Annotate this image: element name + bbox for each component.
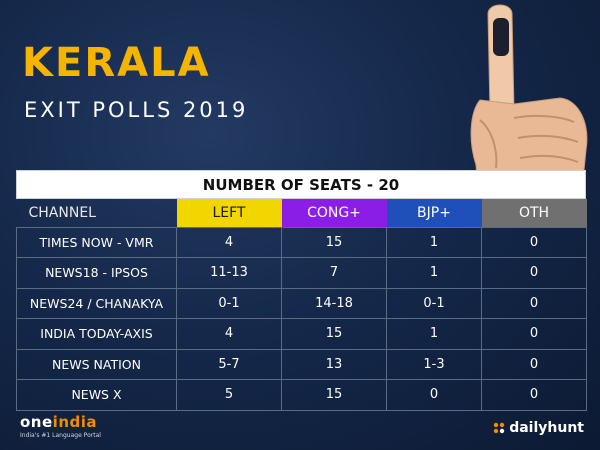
left-cell: 5-7 <box>176 348 282 380</box>
oth-cell: 0 <box>481 348 587 380</box>
oneindia-wordmark-main: one <box>20 413 53 431</box>
bjp-cell: 1-3 <box>386 348 482 380</box>
oneindia-wordmark-accent: india <box>52 413 97 431</box>
cong-cell: 14-18 <box>281 287 387 319</box>
bjp-cell: 1 <box>386 318 482 350</box>
column-header-left: LEFT <box>176 199 282 227</box>
oth-cell: 0 <box>481 318 587 350</box>
exit-poll-table: NUMBER OF SEATS - 20 CHANNEL LEFT CONG+ … <box>16 170 587 411</box>
left-cell: 4 <box>176 226 282 258</box>
bjp-cell: 1 <box>386 257 482 289</box>
bjp-cell: 1 <box>386 226 482 258</box>
oth-cell: 0 <box>481 379 587 411</box>
channel-cell: NEWS18 - IPSOS <box>16 257 177 289</box>
oneindia-tagline: India's #1 Language Portal <box>20 432 101 439</box>
channel-cell: TIMES NOW - VMR <box>16 226 177 258</box>
cong-cell: 13 <box>281 348 387 380</box>
left-cell: 11-13 <box>176 257 282 289</box>
left-cell: 4 <box>176 318 282 350</box>
cong-cell: 15 <box>281 379 387 411</box>
bjp-cell: 0-1 <box>386 287 482 319</box>
oneindia-logo: oneindia India's #1 Language Portal <box>20 413 101 439</box>
dailyhunt-logo: dailyhunt <box>493 420 584 436</box>
page-subtitle: EXIT POLLS 2019 <box>24 98 249 122</box>
table-row: NEWS24 / CHANAKYA 0-1 14-18 0-1 0 <box>16 287 587 319</box>
table-row: INDIA TODAY-AXIS 4 15 1 0 <box>16 318 587 350</box>
table-row: NEWS X 5 15 0 0 <box>16 379 587 411</box>
oth-cell: 0 <box>481 226 587 258</box>
oth-cell: 0 <box>481 287 587 319</box>
column-header-channel: CHANNEL <box>28 204 96 221</box>
dailyhunt-wordmark: dailyhunt <box>509 420 584 436</box>
bjp-cell: 0 <box>386 379 482 411</box>
channel-cell: NEWS NATION <box>16 348 177 380</box>
channel-cell: INDIA TODAY-AXIS <box>16 318 177 350</box>
cong-cell: 15 <box>281 226 387 258</box>
table-row: TIMES NOW - VMR 4 15 1 0 <box>16 226 587 258</box>
channel-cell: NEWS X <box>16 379 177 411</box>
dailyhunt-dots-icon <box>494 422 505 434</box>
left-cell: 0-1 <box>176 287 282 319</box>
cong-cell: 7 <box>281 257 387 289</box>
column-header-bjp: BJP+ <box>386 199 482 227</box>
table-banner: NUMBER OF SEATS - 20 <box>16 170 586 199</box>
cong-cell: 15 <box>281 318 387 350</box>
table-row: NEWS18 - IPSOS 11-13 7 1 0 <box>16 257 587 289</box>
page-title: KERALA <box>22 40 211 86</box>
column-header-oth: OTH <box>481 199 587 227</box>
channel-cell: NEWS24 / CHANAKYA <box>16 287 177 319</box>
table-row: NEWS NATION 5-7 13 1-3 0 <box>16 348 587 380</box>
oth-cell: 0 <box>481 257 587 289</box>
column-header-cong: CONG+ <box>281 199 387 227</box>
left-cell: 5 <box>176 379 282 411</box>
